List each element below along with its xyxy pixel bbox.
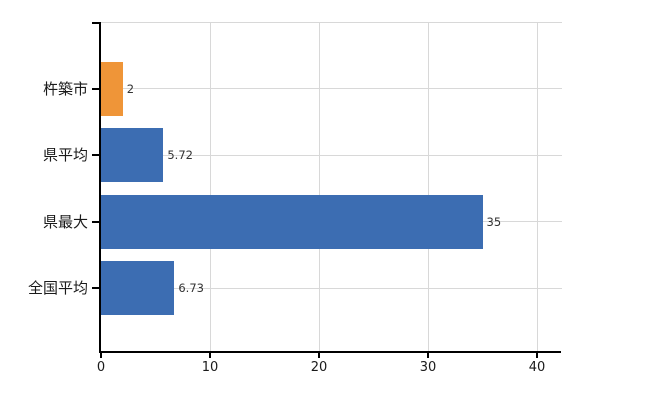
x-tick-label: 40 — [528, 360, 546, 375]
y-tick-mark — [92, 87, 99, 90]
x-tick-mark — [209, 353, 211, 358]
bar-value-label: 2 — [126, 81, 135, 96]
x-gridline — [427, 22, 429, 352]
plot-top-gridline — [101, 22, 562, 23]
category-label: 県平均 — [42, 146, 88, 164]
y-gridline — [101, 287, 562, 289]
x-gridline — [536, 22, 538, 352]
y-axis-line — [99, 22, 101, 353]
bar-value-label: 5.72 — [167, 148, 193, 162]
y-gridline — [101, 154, 562, 156]
x-tick-mark — [536, 353, 538, 358]
y-tick-mark — [92, 287, 99, 289]
category-label: 杵築市 — [42, 79, 88, 98]
bar — [101, 194, 483, 249]
y-axis-top-tick-mark — [92, 22, 99, 24]
x-gridline — [209, 22, 211, 352]
x-gridline — [318, 22, 320, 352]
y-gridline — [101, 88, 562, 89]
category-label: 県最大 — [42, 212, 88, 231]
x-tick-label: 30 — [419, 360, 437, 375]
bar — [101, 61, 123, 116]
x-tick-mark — [427, 353, 429, 358]
x-tick-label: 10 — [201, 360, 219, 375]
category-label: 全国平均 — [27, 279, 88, 297]
x-tick-mark — [318, 353, 320, 358]
bar — [101, 261, 175, 315]
x-tick-label: 0 — [96, 360, 106, 375]
y-tick-mark — [92, 220, 99, 223]
y-tick-mark — [92, 154, 99, 156]
bar-value-label: 6.73 — [178, 281, 204, 295]
bar-value-label: 35 — [486, 214, 502, 229]
x-tick-label: 20 — [310, 360, 328, 375]
bar — [101, 128, 164, 182]
x-axis-line — [99, 351, 561, 353]
x-tick-mark — [100, 353, 102, 358]
